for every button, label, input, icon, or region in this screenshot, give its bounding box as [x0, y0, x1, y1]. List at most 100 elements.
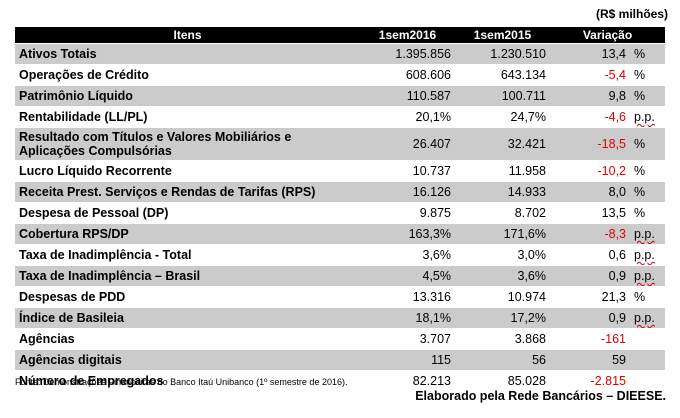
- row-label: Operações de Crédito: [15, 64, 360, 86]
- variation-value: 21,3: [550, 286, 630, 308]
- row-label: Ativos Totais: [15, 43, 360, 65]
- variation-unit: [630, 370, 665, 391]
- variation-unit: %: [630, 181, 665, 203]
- row-label: Taxa de Inadimplência - Total: [15, 244, 360, 266]
- variation-unit: [630, 349, 665, 371]
- row-label: Cobertura RPS/DP: [15, 223, 360, 245]
- variation-unit: [630, 328, 665, 350]
- value-1sem2015: 17,2%: [455, 307, 550, 329]
- table-row: Despesa de Pessoal (DP) 9.875 8.702 13,5%: [15, 202, 665, 224]
- value-1sem2015: 24,7%: [455, 106, 550, 128]
- value-1sem2016: 10.737: [360, 160, 455, 182]
- value-1sem2015: 3.868: [455, 328, 550, 350]
- variation-unit-text: p.p.: [634, 248, 655, 262]
- header-items: Itens: [15, 27, 360, 44]
- table-row: Cobertura RPS/DP 163,3% 171,6% -8,3 p.p.: [15, 223, 665, 245]
- variation-unit: %: [630, 202, 665, 224]
- table-row: Resultado com Títulos e Valores Mobiliár…: [15, 127, 665, 161]
- variation-value: -8,3: [550, 223, 630, 245]
- value-1sem2015: 10.974: [455, 286, 550, 308]
- variation-unit-text: p.p.: [634, 110, 655, 124]
- header-variation: Variação: [550, 27, 665, 44]
- value-1sem2016: 26.407: [360, 127, 455, 161]
- value-1sem2016: 1.395.856: [360, 43, 455, 65]
- variation-value: -10,2: [550, 160, 630, 182]
- value-1sem2016: 3.707: [360, 328, 455, 350]
- row-label: Taxa de Inadimplência – Brasil: [15, 265, 360, 287]
- header-1sem2015: 1sem2015: [455, 27, 550, 44]
- source-note: Fonte: Demonstrações Financeiras do Banc…: [15, 377, 348, 387]
- value-1sem2016: 13.316: [360, 286, 455, 308]
- value-1sem2016: 20,1%: [360, 106, 455, 128]
- row-label: Despesa de Pessoal (DP): [15, 202, 360, 224]
- variation-unit: %: [630, 127, 665, 161]
- value-1sem2015: 3,6%: [455, 265, 550, 287]
- table-row: Patrimônio Líquido 110.587 100.711 9,8%: [15, 85, 665, 107]
- variation-value: -18,5: [550, 127, 630, 161]
- table-row: Rentabilidade (LL/PL) 20,1% 24,7% -4,6 p.p.: [15, 106, 665, 128]
- table-row: Número de Empregados 82.213 85.028 -2.815: [15, 370, 665, 391]
- financial-table: Itens 1sem2016 1sem2015 Variação Ativos …: [15, 27, 665, 391]
- header-1sem2016: 1sem2016: [360, 27, 455, 44]
- table-row: Taxa de Inadimplência - Total 3,6% 3,0% 0,6…: [15, 244, 665, 266]
- variation-unit-text: p.p.: [634, 227, 655, 241]
- value-1sem2015: 32.421: [455, 127, 550, 161]
- variation-value: 8,0: [550, 181, 630, 203]
- value-1sem2015: 100.711: [455, 85, 550, 107]
- value-1sem2016: 3,6%: [360, 244, 455, 266]
- table-row: Despesas de PDD 13.316 10.974 21,3%: [15, 286, 665, 308]
- variation-unit: %: [630, 43, 665, 65]
- table-row: Agências digitais 115 56 59: [15, 349, 665, 371]
- variation-value: 0,9: [550, 307, 630, 329]
- variation-value: -161: [550, 328, 630, 350]
- table-row: Taxa de Inadimplência – Brasil 4,5% 3,6% 0,…: [15, 265, 665, 287]
- variation-value: 0,6: [550, 244, 630, 266]
- variation-unit: %: [630, 64, 665, 86]
- value-1sem2016: 110.587: [360, 85, 455, 107]
- variation-value: 13,4: [550, 43, 630, 65]
- variation-unit: p.p.: [630, 106, 665, 128]
- value-1sem2015: 14.933: [455, 181, 550, 203]
- value-1sem2016: 608.606: [360, 64, 455, 86]
- variation-value: -2.815: [550, 370, 630, 391]
- value-1sem2015: 3,0%: [455, 244, 550, 266]
- variation-unit: p.p.: [630, 307, 665, 329]
- value-1sem2016: 82.213: [360, 370, 455, 391]
- value-1sem2015: 8.702: [455, 202, 550, 224]
- table-header-row: Itens 1sem2016 1sem2015 Variação: [15, 27, 665, 44]
- table-row: Operações de Crédito 608.606 643.134 -5,4%: [15, 64, 665, 86]
- row-label: Lucro Líquido Recorrente: [15, 160, 360, 182]
- row-label: Receita Prest. Serviços e Rendas de Tari…: [15, 181, 360, 203]
- row-label: Rentabilidade (LL/PL): [15, 106, 360, 128]
- row-label: Despesas de PDD: [15, 286, 360, 308]
- value-1sem2016: 163,3%: [360, 223, 455, 245]
- value-1sem2015: 11.958: [455, 160, 550, 182]
- row-label: Patrimônio Líquido: [15, 85, 360, 107]
- row-label: Número de Empregados: [15, 370, 360, 391]
- variation-unit-text: p.p.: [634, 269, 655, 283]
- table-row: Índice de Basileia 18,1% 17,2% 0,9 p.p.: [15, 307, 665, 329]
- variation-unit: %: [630, 85, 665, 107]
- value-1sem2016: 16.126: [360, 181, 455, 203]
- variation-unit: %: [630, 286, 665, 308]
- row-label: Agências: [15, 328, 360, 350]
- credit-note: Elaborado pela Rede Bancários – DIEESE.: [415, 389, 666, 403]
- variation-value: 13,5: [550, 202, 630, 224]
- value-1sem2015: 1.230.510: [455, 43, 550, 65]
- variation-value: 9,8: [550, 85, 630, 107]
- row-label: Resultado com Títulos e Valores Mobiliár…: [15, 127, 360, 161]
- row-label: Índice de Basileia: [15, 307, 360, 329]
- variation-unit: %: [630, 160, 665, 182]
- value-1sem2016: 18,1%: [360, 307, 455, 329]
- value-1sem2016: 4,5%: [360, 265, 455, 287]
- value-1sem2015: 643.134: [455, 64, 550, 86]
- table-row: Agências 3.707 3.868 -161: [15, 328, 665, 350]
- variation-unit: p.p.: [630, 265, 665, 287]
- value-1sem2015: 56: [455, 349, 550, 371]
- unit-note: (R$ milhões): [595, 7, 668, 21]
- variation-unit-text: p.p.: [634, 311, 655, 325]
- table-row: Lucro Líquido Recorrente 10.737 11.958 -10,…: [15, 160, 665, 182]
- variation-value: -5,4: [550, 64, 630, 86]
- row-label: Agências digitais: [15, 349, 360, 371]
- variation-value: 59: [550, 349, 630, 371]
